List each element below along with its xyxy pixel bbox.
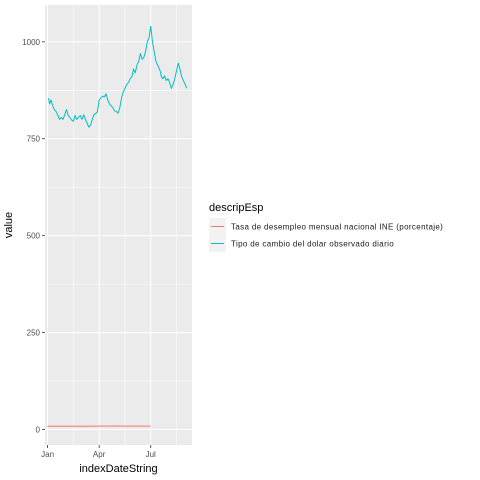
x-tick-label: Jan xyxy=(41,450,54,459)
x-tick-label: Apr xyxy=(93,450,106,459)
x-axis: Jan Apr Jul xyxy=(41,445,156,459)
legend-label: Tasa de desempleo mensual nacional INE (… xyxy=(231,223,443,232)
y-axis-title: value xyxy=(3,212,15,238)
x-tick-label: Jul xyxy=(146,450,156,459)
x-axis-title: indexDateString xyxy=(79,463,157,475)
legend-title: descripEsp xyxy=(209,202,263,214)
series-layer xyxy=(47,25,188,427)
y-tick-label: 250 xyxy=(27,329,41,338)
legend-keys: Tasa de desempleo mensual nacional INE (… xyxy=(209,218,443,252)
minor-gridlines xyxy=(45,5,192,445)
y-tick-label: 750 xyxy=(27,135,41,144)
major-gridlines xyxy=(45,5,192,445)
y-tick-label: 1000 xyxy=(22,38,40,47)
plot-panel xyxy=(45,5,192,445)
y-tick-label: 500 xyxy=(27,232,41,241)
legend-label: Tipo de cambio del dolar observado diari… xyxy=(231,240,394,249)
legend: descripEsp Tasa de desempleo mensual nac… xyxy=(209,202,443,252)
series-line-2 xyxy=(47,25,188,128)
y-axis: 0 250 500 750 1000 xyxy=(22,38,45,434)
y-tick-label: 0 xyxy=(36,425,41,434)
